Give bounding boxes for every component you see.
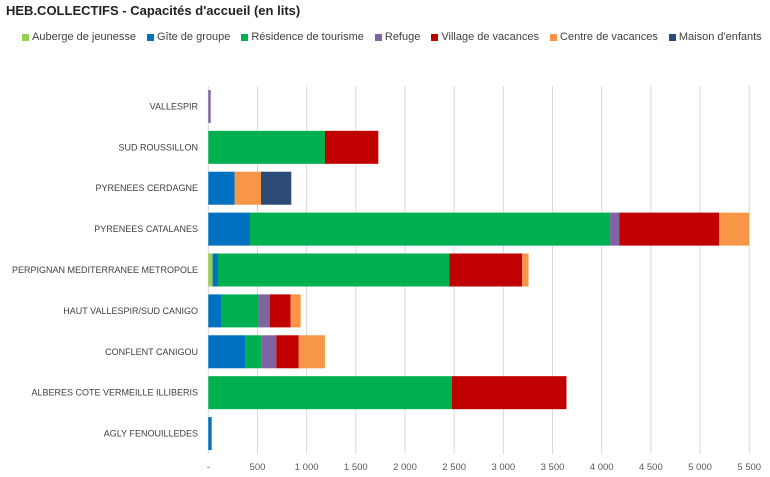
legend-swatch bbox=[668, 33, 676, 41]
legend-item: Gîte de groupe bbox=[146, 31, 231, 43]
bar-segment bbox=[610, 212, 620, 246]
legend-item: Auberge de jeunesse bbox=[22, 31, 136, 43]
legend-label: Gîte de groupe bbox=[156, 31, 231, 43]
legend-label: Résidence de tourisme bbox=[251, 31, 364, 43]
x-tick-label: 1 500 bbox=[344, 462, 368, 473]
legend-label: Village de vacances bbox=[441, 31, 540, 43]
category-label: VALLESPIR bbox=[150, 101, 199, 111]
legend-item: Centre de vacances bbox=[550, 31, 658, 43]
bar-segment bbox=[212, 253, 218, 287]
bar-segment bbox=[208, 130, 325, 164]
bar-segment bbox=[298, 335, 325, 369]
bar-segment bbox=[208, 171, 235, 205]
x-tick-label: - bbox=[207, 462, 210, 473]
bar-segment bbox=[449, 253, 523, 287]
x-tick-label: 4 000 bbox=[590, 462, 614, 473]
chart-title: HEB.COLLECTIFS - Capacités d'accueil (en… bbox=[6, 3, 301, 18]
legend-label: Refuge bbox=[384, 31, 421, 43]
bar-segment bbox=[245, 335, 262, 369]
category-label: CONFLENT CANIGOU bbox=[105, 347, 198, 357]
category-label: AGLY FENOUILLEDES bbox=[104, 429, 198, 439]
category-label: ALBERES COTE VERMEILLE ILLIBERIS bbox=[31, 388, 198, 398]
legend-label: Auberge de jeunesse bbox=[32, 31, 136, 43]
legend-item: Village de vacances bbox=[431, 31, 539, 43]
x-tick-label: 3 500 bbox=[541, 462, 565, 473]
legend-swatch bbox=[431, 33, 439, 41]
category-label: SUD ROUSSILLON bbox=[118, 142, 198, 152]
legend-label: Centre de vacances bbox=[560, 31, 658, 43]
bar-segment bbox=[208, 335, 246, 369]
legend-swatch bbox=[146, 33, 154, 41]
bar-segment bbox=[324, 130, 379, 164]
bar-segment bbox=[208, 376, 452, 410]
bar-segment bbox=[249, 212, 611, 246]
legend: Auberge de jeunesse Gîte de groupe Résiden… bbox=[22, 31, 762, 43]
x-tick-label: 500 bbox=[250, 462, 266, 473]
bar-segment bbox=[719, 212, 750, 246]
bar-segment bbox=[261, 171, 292, 205]
category-label: PERPIGNAN MEDITERRANEE METROPOLE bbox=[12, 265, 198, 275]
x-tick-label: 2 500 bbox=[442, 462, 466, 473]
bar-segment bbox=[261, 335, 277, 369]
category-label: HAUT VALLESPIR/SUD CANIGO bbox=[63, 306, 198, 316]
bar-segment bbox=[208, 212, 250, 246]
bar-segment bbox=[208, 253, 213, 287]
bar-segment bbox=[220, 294, 259, 328]
category-label: PYRENEES CATALANES bbox=[94, 224, 198, 234]
bar-segment bbox=[276, 335, 299, 369]
bar-segment bbox=[208, 417, 212, 451]
bar-segment bbox=[258, 294, 270, 328]
x-tick-label: 5 500 bbox=[737, 462, 761, 473]
x-tick-label: 5 000 bbox=[688, 462, 712, 473]
legend-swatch bbox=[550, 33, 558, 41]
bar-segment bbox=[451, 376, 567, 410]
bar-segment bbox=[217, 253, 450, 287]
legend-label: Maison d'enfants bbox=[678, 31, 762, 43]
legend-item: Maison d'enfants bbox=[668, 31, 762, 43]
x-tick-label: 4 500 bbox=[639, 462, 663, 473]
bar-segment bbox=[234, 171, 262, 205]
bar-segment bbox=[619, 212, 720, 246]
legend-item: Refuge bbox=[374, 31, 421, 43]
bar-segment bbox=[522, 253, 529, 287]
legend-swatch bbox=[241, 33, 249, 41]
bar-segment bbox=[269, 294, 291, 328]
bar-segment bbox=[208, 89, 211, 123]
bar-segment bbox=[290, 294, 301, 328]
x-tick-label: 3 000 bbox=[491, 462, 515, 473]
x-tick-label: 1 000 bbox=[295, 462, 319, 473]
category-label: PYRENEES CERDAGNE bbox=[95, 183, 198, 193]
bar-segment bbox=[208, 294, 221, 328]
legend-swatch bbox=[22, 33, 29, 41]
legend-item: Résidence de tourisme bbox=[241, 31, 364, 43]
x-tick-label: 2 000 bbox=[393, 462, 417, 473]
legend-swatch bbox=[374, 33, 382, 41]
